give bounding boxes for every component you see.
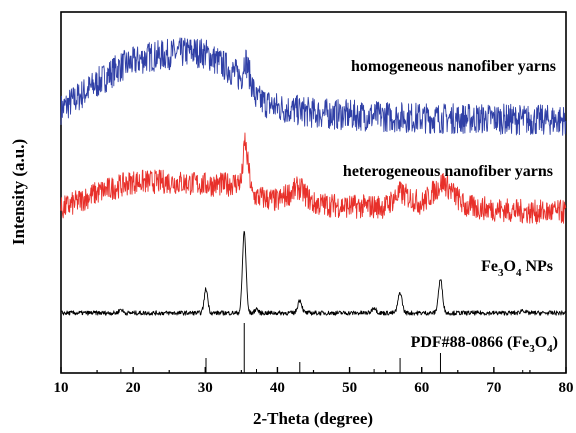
- y-axis-title: Intensity (a.u.): [9, 139, 28, 245]
- series-line-1: [60, 132, 567, 225]
- x-tick-label-60: 60: [414, 380, 429, 396]
- series-line-2: [60, 230, 567, 316]
- series-label-2: Fe3O4 NPs: [481, 258, 553, 279]
- x-tick-label-40: 40: [270, 380, 285, 396]
- series-label-3: PDF#88-0866 (Fe3O4): [411, 334, 558, 355]
- x-tick-label-20: 20: [126, 380, 141, 396]
- series-traces: [60, 37, 567, 373]
- x-tick-label-30: 30: [198, 380, 213, 396]
- series-line-0: [60, 37, 567, 136]
- x-tick-label-50: 50: [342, 380, 357, 396]
- x-axis: 10 20 30 40 50 60 70 80: [54, 367, 574, 396]
- x-tick-label-80: 80: [559, 380, 574, 396]
- x-tick-label-70: 70: [486, 380, 501, 396]
- x-tick-label-10: 10: [54, 380, 69, 396]
- series-labels: homogeneous nanofiber yarns heterogeneous…: [343, 58, 558, 355]
- series-label-1: heterogeneous nanofiber yarns: [343, 163, 553, 180]
- series-label-0: homogeneous nanofiber yarns: [351, 58, 556, 75]
- x-axis-title: 2-Theta (degree): [253, 409, 373, 428]
